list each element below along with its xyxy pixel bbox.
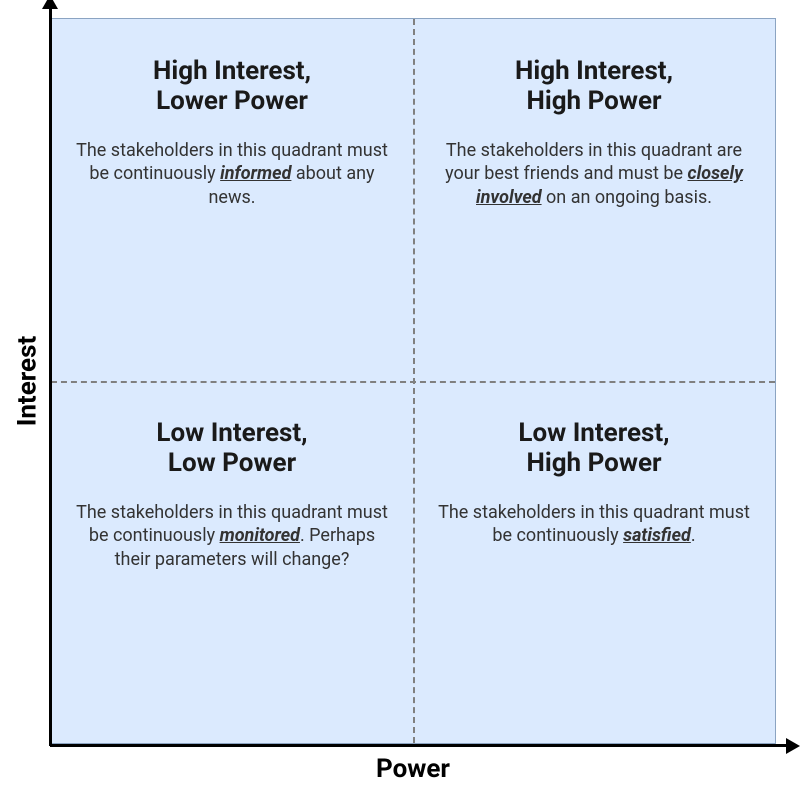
x-axis xyxy=(50,744,786,747)
title-line: Lower Power xyxy=(156,86,308,116)
desc-text: on an ongoing basis. xyxy=(542,187,712,208)
title-line: Low Power xyxy=(168,448,296,478)
quadrant-title: Low Interest, Low Power xyxy=(73,419,391,479)
y-axis-arrow-icon xyxy=(42,0,58,9)
quadrant-description: The stakeholders in this quadrant must b… xyxy=(73,139,391,209)
title-line: High Power xyxy=(526,448,661,478)
title-line: Low Interest, xyxy=(156,418,307,448)
y-axis xyxy=(49,8,52,746)
quadrant-title: Low Interest, High Power xyxy=(435,419,753,479)
desc-text: . xyxy=(691,525,696,546)
desc-text: The stakeholders in this quadrant must b… xyxy=(438,502,750,546)
quadrant-title: High Interest, High Power xyxy=(435,57,753,117)
quadrant-top-right: High Interest, High Power The stakeholde… xyxy=(413,19,775,381)
title-line: Low Interest, xyxy=(518,418,669,448)
x-axis-label: Power xyxy=(50,754,776,784)
desc-keyword: informed xyxy=(220,163,291,184)
quadrant-bottom-left: Low Interest, Low Power The stakeholders… xyxy=(51,381,413,743)
quadrant-description: The stakeholders in this quadrant must b… xyxy=(435,501,753,548)
horizontal-divider xyxy=(51,381,775,383)
y-axis-label: Interest xyxy=(12,336,42,427)
x-axis-arrow-icon xyxy=(786,738,800,754)
quadrant-title: High Interest, Lower Power xyxy=(73,57,391,117)
y-axis-label-wrap: Interest xyxy=(12,18,42,744)
quadrant-matrix: High Interest, Lower Power The stakehold… xyxy=(0,0,800,800)
quadrant-description: The stakeholders in this quadrant must b… xyxy=(73,501,391,571)
quadrant-description: The stakeholders in this quadrant are yo… xyxy=(435,139,753,209)
quadrant-top-left: High Interest, Lower Power The stakehold… xyxy=(51,19,413,381)
matrix-region: High Interest, Lower Power The stakehold… xyxy=(50,18,776,744)
desc-keyword: monitored xyxy=(220,525,300,546)
desc-keyword: satisfied xyxy=(623,525,691,546)
title-line: High Power xyxy=(526,86,661,116)
quadrant-bottom-right: Low Interest, High Power The stakeholder… xyxy=(413,381,775,743)
title-line: High Interest, xyxy=(515,56,673,86)
title-line: High Interest, xyxy=(153,56,311,86)
